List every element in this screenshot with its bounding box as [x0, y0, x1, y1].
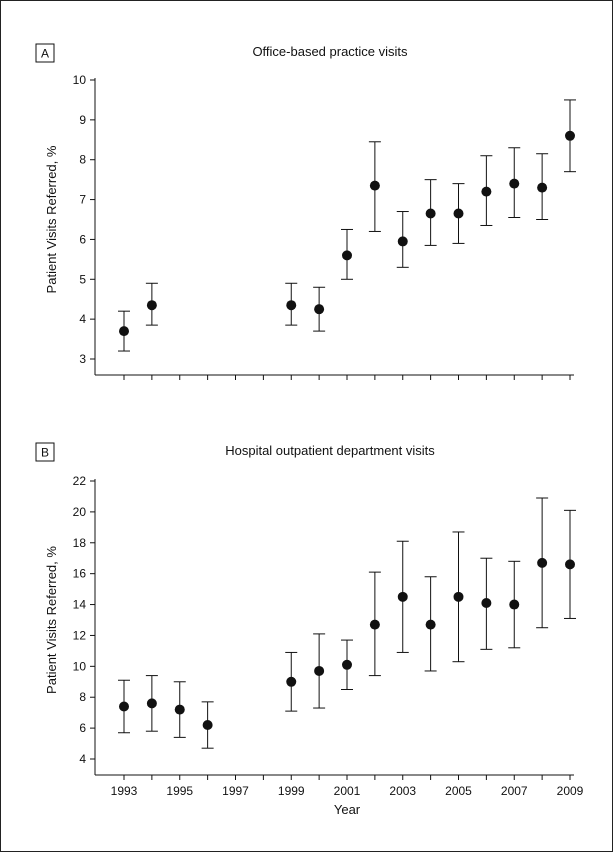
data-point [509, 599, 520, 610]
y-tick-label: 6 [79, 721, 86, 735]
data-point [146, 698, 157, 709]
y-tick-label: 8 [79, 690, 86, 704]
data-point [369, 180, 380, 191]
panel-letter: A [41, 47, 49, 61]
x-tick-label: 1995 [166, 784, 193, 798]
x-tick-label: 2005 [445, 784, 472, 798]
data-point [397, 236, 408, 247]
data-point [286, 300, 297, 311]
data-point [119, 701, 129, 712]
y-tick-label: 10 [73, 659, 87, 673]
x-tick-label: 2007 [501, 784, 528, 798]
x-axis-label: Year [334, 802, 361, 817]
x-tick-label: 2003 [389, 784, 416, 798]
chart-title: Hospital outpatient department visits [225, 443, 435, 458]
y-tick-label: 9 [79, 113, 86, 127]
data-point [537, 182, 548, 193]
chart-title: Office-based practice visits [252, 44, 408, 59]
data-point [146, 300, 157, 311]
data-point [481, 186, 492, 197]
data-point [425, 208, 436, 219]
y-tick-label: 16 [73, 567, 87, 581]
panel-letter: B [41, 446, 49, 460]
y-tick-label: 22 [73, 474, 87, 488]
data-point [509, 178, 520, 189]
x-tick-label: 1993 [111, 784, 138, 798]
y-tick-label: 18 [73, 536, 87, 550]
data-point [342, 250, 352, 261]
y-tick-label: 10 [73, 73, 87, 87]
data-point [397, 591, 408, 602]
data-point [565, 130, 575, 141]
y-tick-label: 4 [79, 312, 86, 326]
data-point [314, 304, 325, 315]
data-point [314, 665, 325, 676]
x-tick-label: 1999 [278, 784, 305, 798]
x-tick-label: 2001 [334, 784, 361, 798]
y-tick-label: 12 [73, 628, 87, 642]
data-point [537, 557, 548, 568]
y-axis-label: Patient Visits Referred, % [44, 546, 59, 694]
y-tick-label: 14 [73, 598, 87, 612]
panel-letter-box [35, 442, 55, 462]
data-point [202, 720, 213, 731]
y-tick-label: 7 [79, 193, 86, 207]
y-tick-label: 6 [79, 232, 86, 246]
data-point [453, 591, 464, 602]
y-tick-label: 5 [79, 272, 86, 286]
y-tick-label: 4 [79, 752, 86, 766]
x-tick-label: 2009 [557, 784, 584, 798]
y-tick-label: 8 [79, 153, 86, 167]
panel-b: B Hospital outpatient department visits 4 6… [35, 442, 584, 817]
y-tick-label: 20 [73, 505, 87, 519]
data-point [119, 326, 129, 337]
data-point [369, 619, 380, 630]
data-point [342, 659, 352, 670]
panel-a: A Office-based practice visits 3 4 5 6 7 8 9 10 Pa… [35, 43, 576, 380]
data-point [565, 559, 575, 570]
panel-letter-box [35, 43, 55, 63]
data-point [286, 676, 297, 687]
y-axis-label: Patient Visits Referred, % [44, 145, 59, 293]
data-point [481, 598, 492, 609]
x-tick-label: 1997 [222, 784, 249, 798]
data-point [453, 208, 464, 219]
data-point [174, 704, 185, 715]
y-tick-label: 3 [79, 352, 86, 366]
data-point [425, 619, 436, 630]
